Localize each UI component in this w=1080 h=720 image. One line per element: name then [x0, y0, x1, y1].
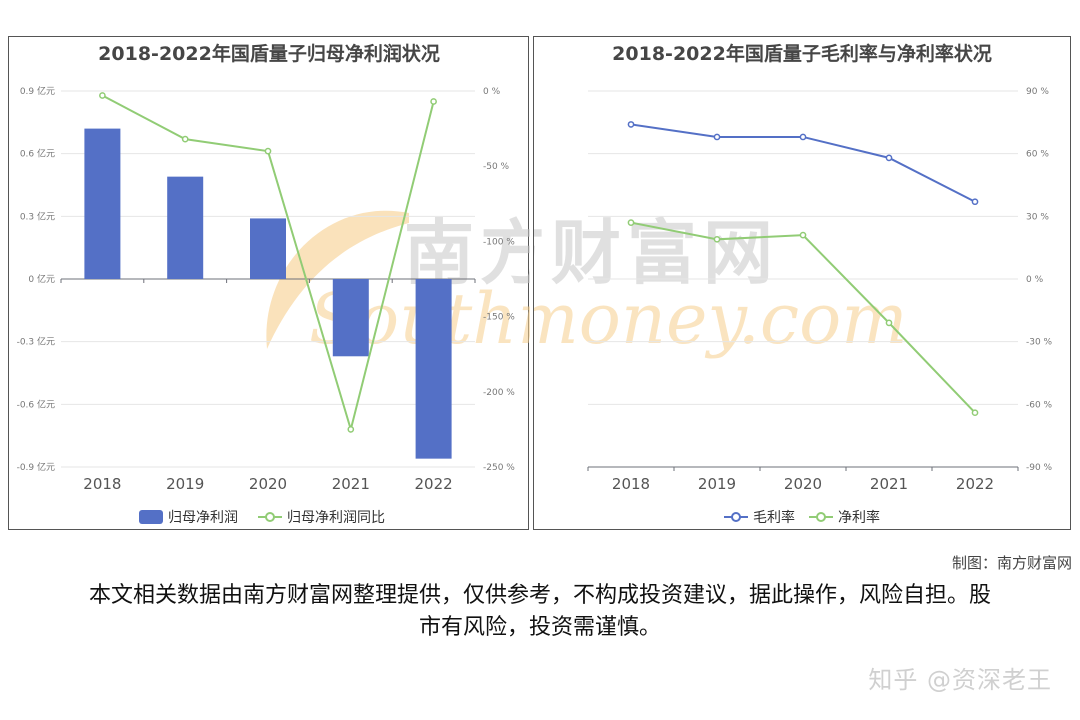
y-right-tick-label: -200 % — [483, 388, 515, 398]
y-left-tick-label: 0 亿元 — [28, 273, 55, 285]
x-tick-label: 2021 — [870, 475, 908, 493]
legend-label-line: 归母净利润同比 — [287, 509, 385, 526]
x-tick-label: 2021 — [332, 475, 370, 493]
bar-2022 — [415, 279, 452, 459]
margin-chart: 2018-2022年国盾量子毛利率与净利率状况南方财富网Southmoney.c… — [534, 42, 1053, 526]
y-right-tick-label: -60 % — [1026, 400, 1053, 410]
y-right-tick-label: -30 % — [1026, 338, 1053, 348]
x-tick-label: 2019 — [166, 475, 204, 493]
x-tick-label: 2018 — [83, 475, 121, 493]
y-left-tick-label: 0.6 亿元 — [20, 148, 55, 160]
y-left-tick-label: -0.3 亿元 — [17, 336, 55, 348]
y-left-tick-label: -0.9 亿元 — [17, 461, 55, 473]
y-left-tick-label: 0.9 亿元 — [20, 85, 55, 97]
legend-label-gross: 毛利率 — [753, 509, 795, 526]
yoy-point-2020 — [264, 147, 272, 155]
series-1-point-2020 — [799, 231, 807, 239]
series-1-point-2021 — [885, 319, 893, 327]
watermark-en-right: Southmoney.com — [534, 278, 908, 360]
series-0-point-2022 — [971, 198, 979, 206]
y-right-tick-label: 0 % — [1026, 275, 1044, 285]
series-0-point-2020 — [799, 133, 807, 141]
chart-title: 2018-2022年国盾量子毛利率与净利率状况 — [612, 42, 992, 65]
legend-swatch-bar — [139, 510, 163, 524]
y-right-tick-label: -90 % — [1026, 463, 1053, 473]
x-tick-label: 2022 — [415, 475, 453, 493]
bar-2021 — [332, 279, 369, 357]
y-right-tick-label: -150 % — [483, 313, 515, 323]
y-left-tick-label: -0.6 亿元 — [17, 398, 55, 410]
y-right-tick-label: -100 % — [483, 237, 515, 247]
series-1-point-2019 — [713, 235, 721, 243]
yoy-point-2018 — [99, 92, 106, 99]
chart-credit: 制图：南方财富网 — [951, 554, 1072, 572]
author-signature: 知乎 @资深老王 — [868, 666, 1052, 694]
chart-panel-margins: 2018-2022年国盾量子毛利率与净利率状况南方财富网Southmoney.c… — [533, 36, 1071, 530]
y-right-tick-label: -50 % — [483, 162, 510, 172]
x-tick-label: 2018 — [612, 475, 650, 493]
watermark-cn-right: 南方财富网 — [534, 211, 779, 294]
yoy-point-2019 — [181, 135, 189, 143]
series-0-point-2018 — [627, 121, 635, 128]
y-left-tick-label: 0.3 亿元 — [20, 210, 55, 222]
legend-swatch-gross-dot — [731, 512, 741, 522]
legend-swatch-net-dot — [816, 512, 826, 522]
chart-panel-net-profit: 2018-2022年国盾量子归母净利润状况南方财富网Southmoney.com… — [8, 36, 530, 530]
x-tick-label: 2020 — [249, 475, 287, 493]
x-tick-label: 2019 — [698, 475, 736, 493]
y-right-tick-label: 90 % — [1026, 87, 1049, 97]
series-1-point-2022 — [971, 409, 979, 417]
chart-title: 2018-2022年国盾量子归母净利润状况 — [98, 42, 440, 65]
series-0-point-2021 — [885, 154, 893, 162]
x-tick-label: 2020 — [784, 475, 822, 493]
y-right-tick-label: 60 % — [1026, 150, 1049, 160]
y-right-tick-label: 30 % — [1026, 212, 1049, 222]
x-tick-label: 2022 — [956, 475, 994, 493]
yoy-point-2021 — [347, 426, 355, 433]
series-1-point-2018 — [627, 219, 635, 226]
legend-label-net: 净利率 — [838, 509, 880, 526]
y-right-tick-label: -250 % — [483, 463, 515, 473]
bar-2020 — [250, 218, 286, 279]
series-0-point-2019 — [713, 133, 721, 141]
legend-swatch-line-dot — [265, 512, 275, 522]
bar-2018 — [84, 128, 121, 279]
net-profit-chart: 2018-2022年国盾量子归母净利润状况南方财富网Southmoney.com… — [17, 42, 530, 526]
yoy-point-2022 — [430, 98, 437, 105]
bar-2019 — [167, 176, 204, 279]
disclaimer-text: 本文相关数据由南方财富网整理提供，仅供参考，不构成投资建议，据此操作，风险自担。… — [88, 583, 991, 640]
watermark-swoosh-left — [266, 210, 409, 349]
y-right-tick-label: 0 % — [483, 87, 501, 97]
legend-label-bar: 归母净利润 — [168, 509, 238, 526]
